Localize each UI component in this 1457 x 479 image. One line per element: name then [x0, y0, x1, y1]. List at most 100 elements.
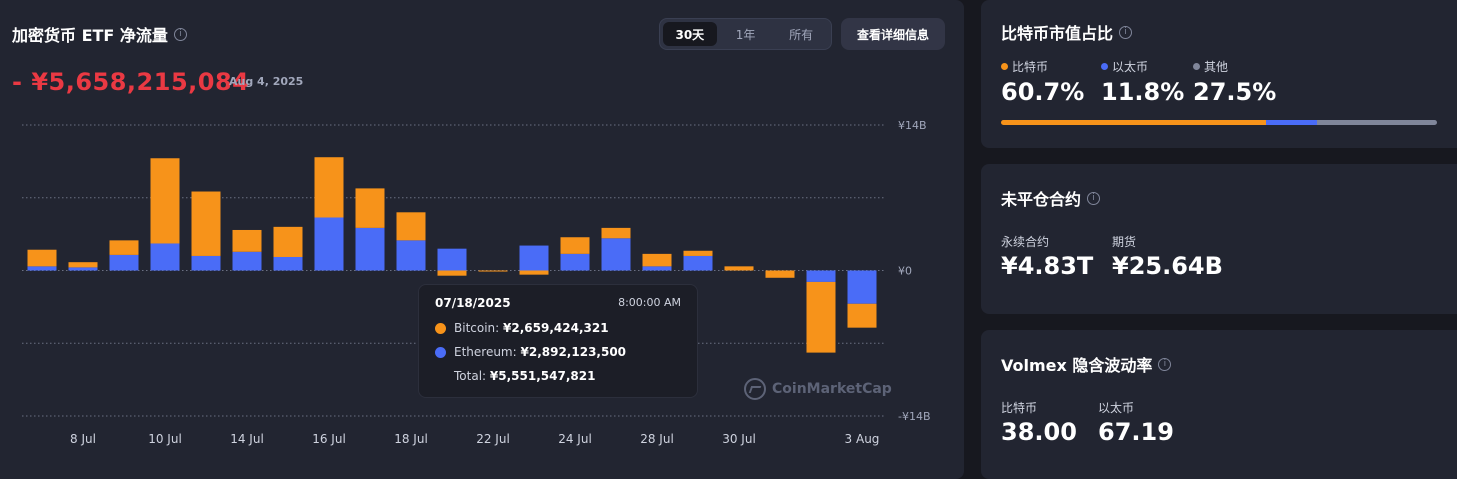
chart-tooltip: 07/18/2025 8:00:00 AM Bitcoin: ¥2,659,42…: [418, 284, 698, 398]
dominance-title: 比特币市值占比 i: [1001, 20, 1133, 44]
dominance-bar-segment: [1317, 120, 1437, 125]
x-tick-label: 22 Jul: [476, 432, 510, 446]
dominance-value-eth: 11.8%: [1101, 78, 1185, 106]
volmex-title-text: Volmex 隐含波动率: [1001, 356, 1153, 375]
dominance-bar: [1001, 120, 1437, 125]
ethereum-dot-icon: [1101, 63, 1108, 70]
dominance-label-eth: 以太币: [1101, 58, 1148, 75]
tooltip-value: ¥5,551,547,821: [489, 369, 596, 383]
x-tick-label: 30 Jul: [722, 432, 756, 446]
info-icon[interactable]: i: [173, 27, 187, 41]
volmex-btc-value: 38.00: [1001, 418, 1077, 446]
tooltip-value: ¥2,659,424,321: [503, 321, 609, 335]
volmex-eth-label: 以太币: [1098, 401, 1135, 415]
bar-bitcoin: [724, 266, 754, 271]
net-flow-date: Aug 4, 2025: [229, 75, 304, 88]
x-tick-label: 10 Jul: [148, 432, 182, 446]
tooltip-value: ¥2,892,123,500: [520, 345, 627, 359]
info-icon[interactable]: i: [1087, 191, 1101, 205]
etf-flow-chart[interactable]: ¥14B ¥0 -¥14B 8 Jul 10 Jul 14 Jul 16 Jul 18 Jul…: [0, 100, 964, 450]
bar-ethereum: [314, 217, 344, 271]
bar-ethereum: [191, 255, 221, 271]
view-details-button[interactable]: 查看详细信息: [841, 18, 945, 50]
tooltip-label: Bitcoin:: [454, 321, 500, 335]
bar-ethereum: [519, 245, 549, 271]
bitcoin-dot-icon: [435, 322, 446, 334]
open-interest-title-text: 未平仓合约: [1001, 190, 1082, 209]
tab-all[interactable]: 所有: [789, 27, 814, 42]
etf-title-text: 加密货币 ETF 净流量: [12, 26, 168, 45]
bar-ethereum: [68, 267, 98, 271]
bar-bitcoin: [355, 188, 385, 228]
tooltip-date: 07/18/2025: [435, 296, 511, 310]
x-tick-label: 14 Jul: [230, 432, 264, 446]
volmex-eth-value: 67.19: [1098, 418, 1174, 446]
bar-ethereum: [109, 254, 139, 271]
bar-bitcoin: [232, 229, 262, 252]
y-tick-label: ¥14B: [898, 119, 927, 132]
tooltip-row-total: Total: ¥5,551,547,821: [435, 369, 595, 383]
btc-dominance-card: 比特币市值占比 i 比特币 60.7% 以太币 11.8% 其他 27.5%: [981, 0, 1457, 148]
tab-30d[interactable]: 30天: [663, 22, 717, 46]
x-tick-label: 8 Jul: [70, 432, 96, 446]
bar-ethereum: [683, 255, 713, 271]
perp-label: 永续合约: [1001, 235, 1050, 249]
bar-bitcoin: [683, 250, 713, 256]
net-flow-value: - ¥5,658,215,084: [12, 68, 250, 96]
bar-bitcoin: [642, 253, 672, 267]
futures-value: ¥25.64B: [1112, 252, 1223, 280]
bar-ethereum: [396, 240, 426, 271]
bar-ethereum: [806, 270, 836, 282]
watermark-text: CoinMarketCap: [772, 381, 892, 397]
dominance-label-btc: 比特币: [1001, 58, 1048, 75]
bar-bitcoin: [27, 249, 57, 267]
x-tick-label: 3 Aug: [845, 432, 880, 446]
dominance-value-other: 27.5%: [1193, 78, 1277, 106]
period-tabs: 30天 1年 所有: [659, 18, 832, 50]
bar-bitcoin: [765, 270, 795, 278]
open-interest-title: 未平仓合约 i: [1001, 186, 1101, 210]
info-icon[interactable]: i: [1119, 25, 1133, 39]
perp-value: ¥4.83T: [1001, 252, 1094, 280]
tooltip-time: 8:00:00 AM: [618, 296, 681, 309]
other-dot-icon: [1193, 63, 1200, 70]
tooltip-label: Ethereum:: [454, 345, 517, 359]
coinmarketcap-watermark: CoinMarketCap: [744, 378, 892, 400]
bar-ethereum: [847, 270, 877, 304]
dominance-title-text: 比特币市值占比: [1001, 24, 1114, 43]
x-tick-label: 18 Jul: [394, 432, 428, 446]
tooltip-row-bitcoin: Bitcoin: ¥2,659,424,321: [435, 321, 609, 335]
tooltip-label: Total:: [454, 369, 487, 383]
bar-ethereum: [150, 243, 180, 271]
tab-1y[interactable]: 1年: [735, 27, 756, 42]
info-icon[interactable]: i: [1158, 357, 1172, 371]
bar-ethereum: [601, 238, 631, 271]
bar-bitcoin: [560, 237, 590, 254]
dominance-label-other: 其他: [1193, 58, 1228, 75]
bar-bitcoin: [519, 270, 549, 275]
bar-bitcoin: [437, 270, 467, 276]
bar-bitcoin: [150, 158, 180, 244]
bar-bitcoin: [314, 157, 344, 218]
bar-bitcoin: [806, 281, 836, 353]
volmex-card: Volmex 隐含波动率 i 比特币 38.00 以太币 67.19: [981, 330, 1457, 479]
etf-flow-panel: 加密货币 ETF 净流量 i 30天 1年 所有 查看详细信息 - ¥5,658…: [0, 0, 964, 479]
volmex-btc-label: 比特币: [1001, 401, 1038, 415]
bar-ethereum: [232, 251, 262, 271]
bar-bitcoin: [68, 262, 98, 268]
dominance-bar-segment: [1265, 120, 1318, 125]
bar-bitcoin: [847, 303, 877, 328]
bar-ethereum: [273, 256, 303, 271]
bar-ethereum: [642, 266, 672, 271]
bar-ethereum: [355, 227, 385, 271]
etf-panel-title: 加密货币 ETF 净流量 i: [12, 22, 187, 46]
dominance-bar-segment: [1001, 120, 1266, 125]
open-interest-card: 未平仓合约 i 永续合约 ¥4.83T 期货 ¥25.64B: [981, 164, 1457, 314]
y-tick-label: ¥0: [898, 265, 912, 278]
futures-label: 期货: [1112, 235, 1137, 249]
bar-ethereum: [560, 253, 590, 271]
coinmarketcap-logo-icon: [744, 378, 766, 400]
y-tick-label: -¥14B: [898, 410, 931, 423]
volmex-title: Volmex 隐含波动率 i: [1001, 352, 1172, 376]
bar-ethereum: [437, 248, 467, 271]
